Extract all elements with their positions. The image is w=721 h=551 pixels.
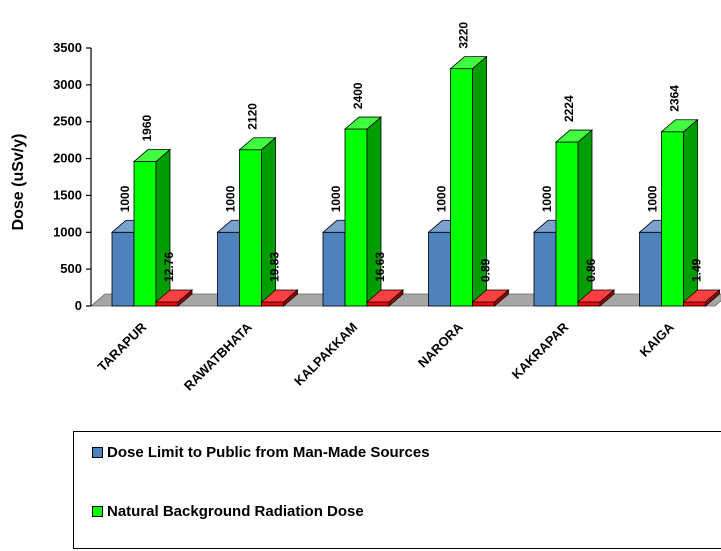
bar (260, 289, 299, 307)
bar-data-label: 2120 (246, 103, 260, 130)
bar-front (533, 231, 557, 307)
bar-data-label: 1000 (646, 185, 660, 212)
bar-data-label: 2224 (562, 95, 576, 122)
bar (449, 55, 488, 307)
bar-data-label: 16.63 (373, 252, 387, 282)
bar (154, 289, 194, 307)
y-tick-label: 3500 (53, 40, 82, 55)
bar-top (365, 289, 405, 303)
legend-swatch-green (92, 506, 103, 517)
bar-data-label: 12.76 (162, 252, 176, 282)
bar-data-label: 1000 (540, 185, 554, 212)
x-category-label: RAWATBHATA (181, 319, 255, 393)
bar-data-label: 2364 (668, 85, 682, 112)
y-tick-label: 1500 (53, 187, 82, 202)
bar-top (238, 137, 277, 151)
bar-data-label: 1000 (435, 185, 449, 212)
bar (471, 289, 510, 307)
bar-front (555, 141, 579, 307)
bar-data-label: 0.89 (479, 258, 493, 282)
bar-front (472, 301, 495, 307)
y-axis-title: Dose (uSv/y) (10, 134, 27, 231)
bar-top (682, 289, 721, 303)
x-category-label: NARORA (415, 319, 466, 370)
bar (682, 289, 721, 307)
bar-front (428, 231, 451, 307)
bar (576, 289, 616, 307)
bar-front (661, 131, 684, 307)
bar-top (132, 149, 172, 162)
legend-entry-natural-background: Natural Background Radiation Dose (92, 503, 364, 520)
bar-front (450, 68, 473, 307)
bar-front (155, 301, 179, 307)
y-tick-label: 3000 (53, 77, 82, 92)
bar-front (217, 231, 240, 307)
bar-top (660, 119, 699, 133)
bar-data-label: 1960 (140, 114, 154, 141)
bar-data-label: 0.86 (584, 258, 598, 282)
bar-data-label: 3220 (457, 22, 471, 49)
legend-swatch-blue (92, 447, 103, 458)
bar-data-label: 1000 (224, 185, 238, 212)
bar-top (471, 289, 510, 303)
bar-top (260, 289, 299, 303)
bar (238, 136, 277, 307)
bar-front (322, 231, 346, 307)
bar-data-label: 19.83 (268, 252, 282, 282)
y-tick-label: 500 (60, 261, 82, 276)
x-category-label: KALPAKKAM (291, 320, 360, 389)
bar-front (639, 231, 662, 307)
bar-top (576, 289, 616, 303)
bar-front (239, 149, 262, 307)
bar (343, 116, 383, 307)
x-category-label: TARAPUR (94, 319, 149, 374)
legend-label-natural-background: Natural Background Radiation Dose (107, 503, 364, 520)
bar-front (261, 301, 284, 307)
bar-front (366, 301, 390, 307)
bar-front (344, 128, 368, 307)
bar (554, 129, 594, 307)
bar-data-label: 2400 (351, 82, 365, 109)
bar-top (449, 56, 488, 70)
legend-label-dose-limit: Dose Limit to Public from Man-Made Sourc… (107, 444, 430, 461)
bar-data-label: 1.49 (690, 258, 704, 282)
bar-top (343, 116, 383, 130)
bar-chart: 0 500 1000 1500 2000 2500 3000 3500 1000 1960 12.… (10, 22, 721, 393)
x-category-label: KAKRAPAR (509, 319, 572, 382)
bar-front (577, 301, 601, 307)
bar-front (683, 301, 706, 307)
legend-entry-dose-limit: Dose Limit to Public from Man-Made Sourc… (92, 444, 430, 461)
y-tick-label: 2500 (53, 114, 82, 129)
x-category-label: KAIGA (637, 319, 678, 360)
y-tick-label: 0 (75, 298, 82, 313)
bar-front (133, 161, 157, 307)
bar-data-label: 1000 (329, 185, 343, 212)
bar-top (154, 289, 194, 303)
bar (132, 148, 172, 307)
y-tick-label: 1000 (53, 224, 82, 239)
bar-data-label: 1000 (118, 185, 132, 212)
y-tick-label: 2000 (53, 151, 82, 166)
bar (365, 289, 405, 307)
bar-top (554, 129, 594, 143)
bar-front (111, 231, 135, 307)
legend: Dose Limit to Public from Man-Made Sourc… (73, 431, 721, 549)
